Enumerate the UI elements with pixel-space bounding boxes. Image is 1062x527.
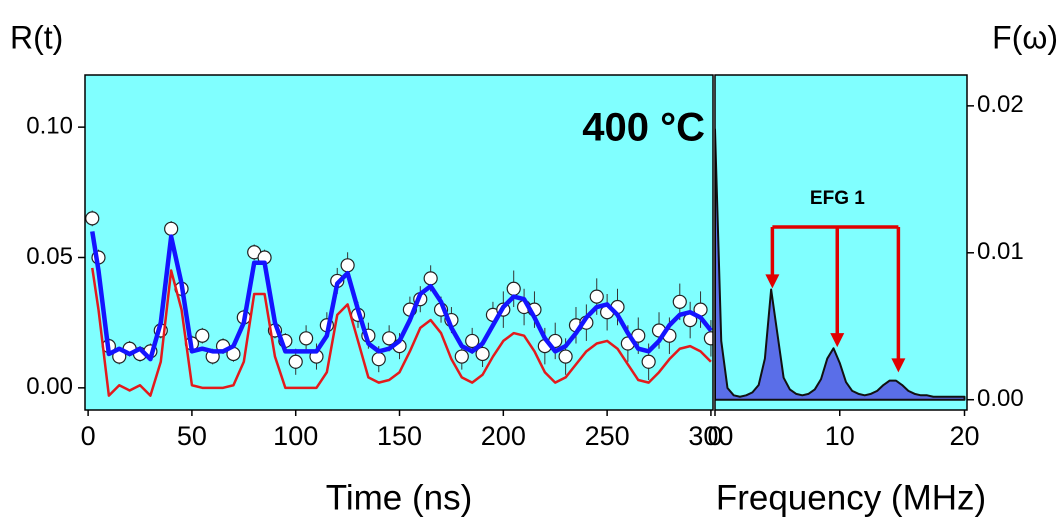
x-tick-label: 10 xyxy=(825,421,855,451)
y-axis-label: R(t) xyxy=(10,19,63,55)
data-point xyxy=(340,258,355,273)
plot-area xyxy=(715,128,966,401)
area xyxy=(715,128,966,401)
data-point xyxy=(288,354,303,369)
x-tick-label: 0 xyxy=(707,421,722,451)
y-tick-label: 0.00 xyxy=(977,385,1024,412)
data-point xyxy=(465,333,480,349)
data-point xyxy=(506,281,521,296)
plot-background xyxy=(85,75,713,410)
x-tick-label: 0 xyxy=(81,421,96,451)
y-axis-label: F(ω) xyxy=(992,19,1058,55)
data-point xyxy=(382,331,397,346)
x-tick-label: 50 xyxy=(177,421,207,451)
y-tick-label: 0.02 xyxy=(977,91,1024,118)
data-point xyxy=(589,289,604,304)
data-point xyxy=(672,294,687,309)
x-tick-label: 200 xyxy=(481,421,526,451)
y-tick-label: 0.01 xyxy=(977,238,1024,265)
arrow-head xyxy=(765,274,780,289)
x-tick-label: 300 xyxy=(688,421,733,451)
x-tick-label: 250 xyxy=(585,421,630,451)
line xyxy=(91,267,712,397)
plot-border xyxy=(714,74,968,411)
data-point xyxy=(454,349,469,364)
x-axis-label: Frequency (MHz) xyxy=(716,478,986,517)
x-axis-label: Time (ns) xyxy=(326,478,472,517)
x-tick-label: 150 xyxy=(377,421,422,451)
data-point xyxy=(641,354,656,369)
annotation: EFG 1 xyxy=(810,188,865,209)
arrow-head xyxy=(830,333,845,348)
arrow-head xyxy=(891,358,906,373)
x-tick-label: 100 xyxy=(273,421,318,451)
data-point xyxy=(423,271,438,286)
line xyxy=(90,231,713,362)
x-tick-label: 20 xyxy=(949,421,979,451)
y-tick-label: 0.05 xyxy=(26,243,73,270)
plot-background xyxy=(715,75,967,410)
plot-border xyxy=(84,74,714,411)
y-tick-label: 0.10 xyxy=(26,112,73,139)
plot-area xyxy=(85,210,713,397)
data-point xyxy=(298,331,314,346)
data-point xyxy=(195,328,210,343)
data-point xyxy=(703,331,713,346)
data-point xyxy=(475,346,490,362)
data-point xyxy=(558,349,573,364)
y-tick-label: 0.00 xyxy=(26,373,73,400)
data-point xyxy=(85,211,100,226)
annotation: 400 °C xyxy=(582,106,705,150)
data-point xyxy=(164,221,179,236)
data-point xyxy=(371,352,386,367)
